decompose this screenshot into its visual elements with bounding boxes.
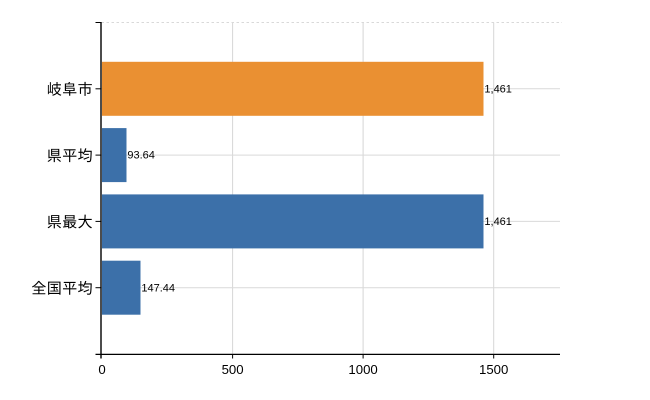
svg-text:1,461: 1,461 <box>484 216 512 228</box>
svg-text:147.44: 147.44 <box>141 282 175 294</box>
svg-text:1500: 1500 <box>479 362 508 377</box>
svg-text:500: 500 <box>222 362 244 377</box>
svg-text:1000: 1000 <box>348 362 377 377</box>
svg-text:93.64: 93.64 <box>127 150 155 162</box>
svg-text:0: 0 <box>98 362 105 377</box>
svg-text:1,461: 1,461 <box>484 83 512 95</box>
